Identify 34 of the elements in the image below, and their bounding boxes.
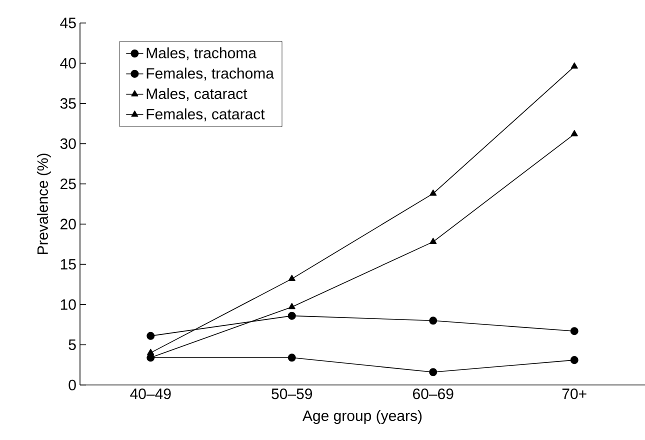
x-tick-label: 70+ (562, 388, 586, 400)
legend-label: Females, cataract (146, 108, 265, 122)
point (147, 348, 154, 356)
y-tick-label: 20 (60, 218, 76, 230)
point (570, 356, 578, 364)
x-tick-label: 40–49 (130, 388, 171, 400)
point (430, 238, 437, 244)
x-axis-title: Age group (years) (302, 410, 422, 424)
y-tick-label: 5 (68, 340, 76, 350)
legend-label: Males, cataract (146, 88, 248, 101)
y-tick-label: 0 (68, 380, 76, 390)
y-axis-title: Prevalence (%) (36, 154, 51, 254)
y-tick-label: 10 (60, 299, 76, 310)
point (146, 332, 155, 340)
x-tick-label: 60–69 (413, 388, 454, 400)
x-tick-label: 50–59 (272, 388, 312, 400)
point (429, 368, 438, 376)
y-tick-label: 25 (60, 178, 76, 190)
y-tick-label: 15 (60, 259, 76, 270)
point (288, 274, 296, 282)
y-tick-label: 30 (60, 138, 76, 149)
point (570, 62, 578, 69)
legend-label: Females, trachoma (146, 68, 274, 80)
point (288, 312, 296, 320)
y-tick-label: 35 (60, 98, 76, 109)
point (430, 190, 437, 196)
point (429, 316, 438, 325)
y-tick-label: 45 (60, 18, 76, 28)
point (570, 130, 578, 136)
point (570, 327, 578, 336)
legend-label: Males, trachoma (146, 47, 256, 60)
point (288, 354, 296, 362)
y-tick-label: 40 (60, 58, 76, 69)
point (288, 302, 296, 310)
